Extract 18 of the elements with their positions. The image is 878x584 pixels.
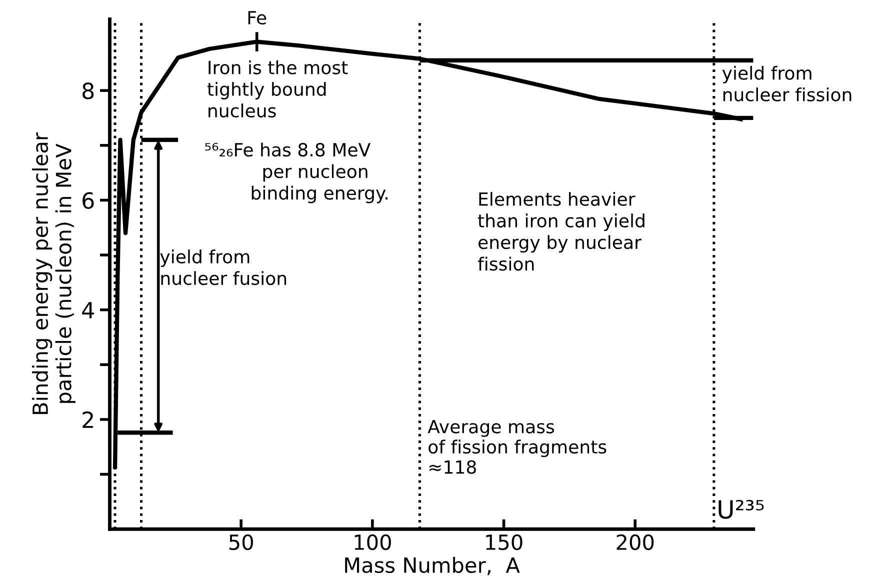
annotation: ⁵⁶₂₆Fe has 8.8 MeV per nucleon binding energy.: [205, 142, 388, 204]
annotation: Fe: [248, 11, 266, 25]
annotation: Iron is the most tightly bound nucleus: [207, 60, 348, 118]
x-tick-label: 100: [354, 534, 391, 550]
ref-line-label: Average mass of fission fragments ≈118: [428, 420, 606, 474]
x-axis-title: Mass Number, A: [345, 556, 520, 576]
annotation: yield from nucleer fission: [722, 66, 852, 102]
x-tick-label: 200: [616, 534, 654, 550]
y-tick-label: 4: [82, 302, 94, 318]
y-tick-label: 6: [82, 192, 94, 209]
annotation: yield from nucleer fusion: [160, 250, 286, 286]
x-tick-label: 150: [486, 534, 522, 550]
y-tick-label: 2: [82, 411, 93, 428]
annotation: Elements heavier than iron can yield energy by nuclear fission: [478, 192, 644, 271]
y-axis-title: Binding energy per nuclear particle (nucleon) in MeV: [32, 132, 76, 414]
x-tick-label: 50: [229, 534, 253, 550]
y-tick-label: 8: [82, 82, 94, 100]
ref-line-label: U²³⁵: [718, 500, 764, 519]
